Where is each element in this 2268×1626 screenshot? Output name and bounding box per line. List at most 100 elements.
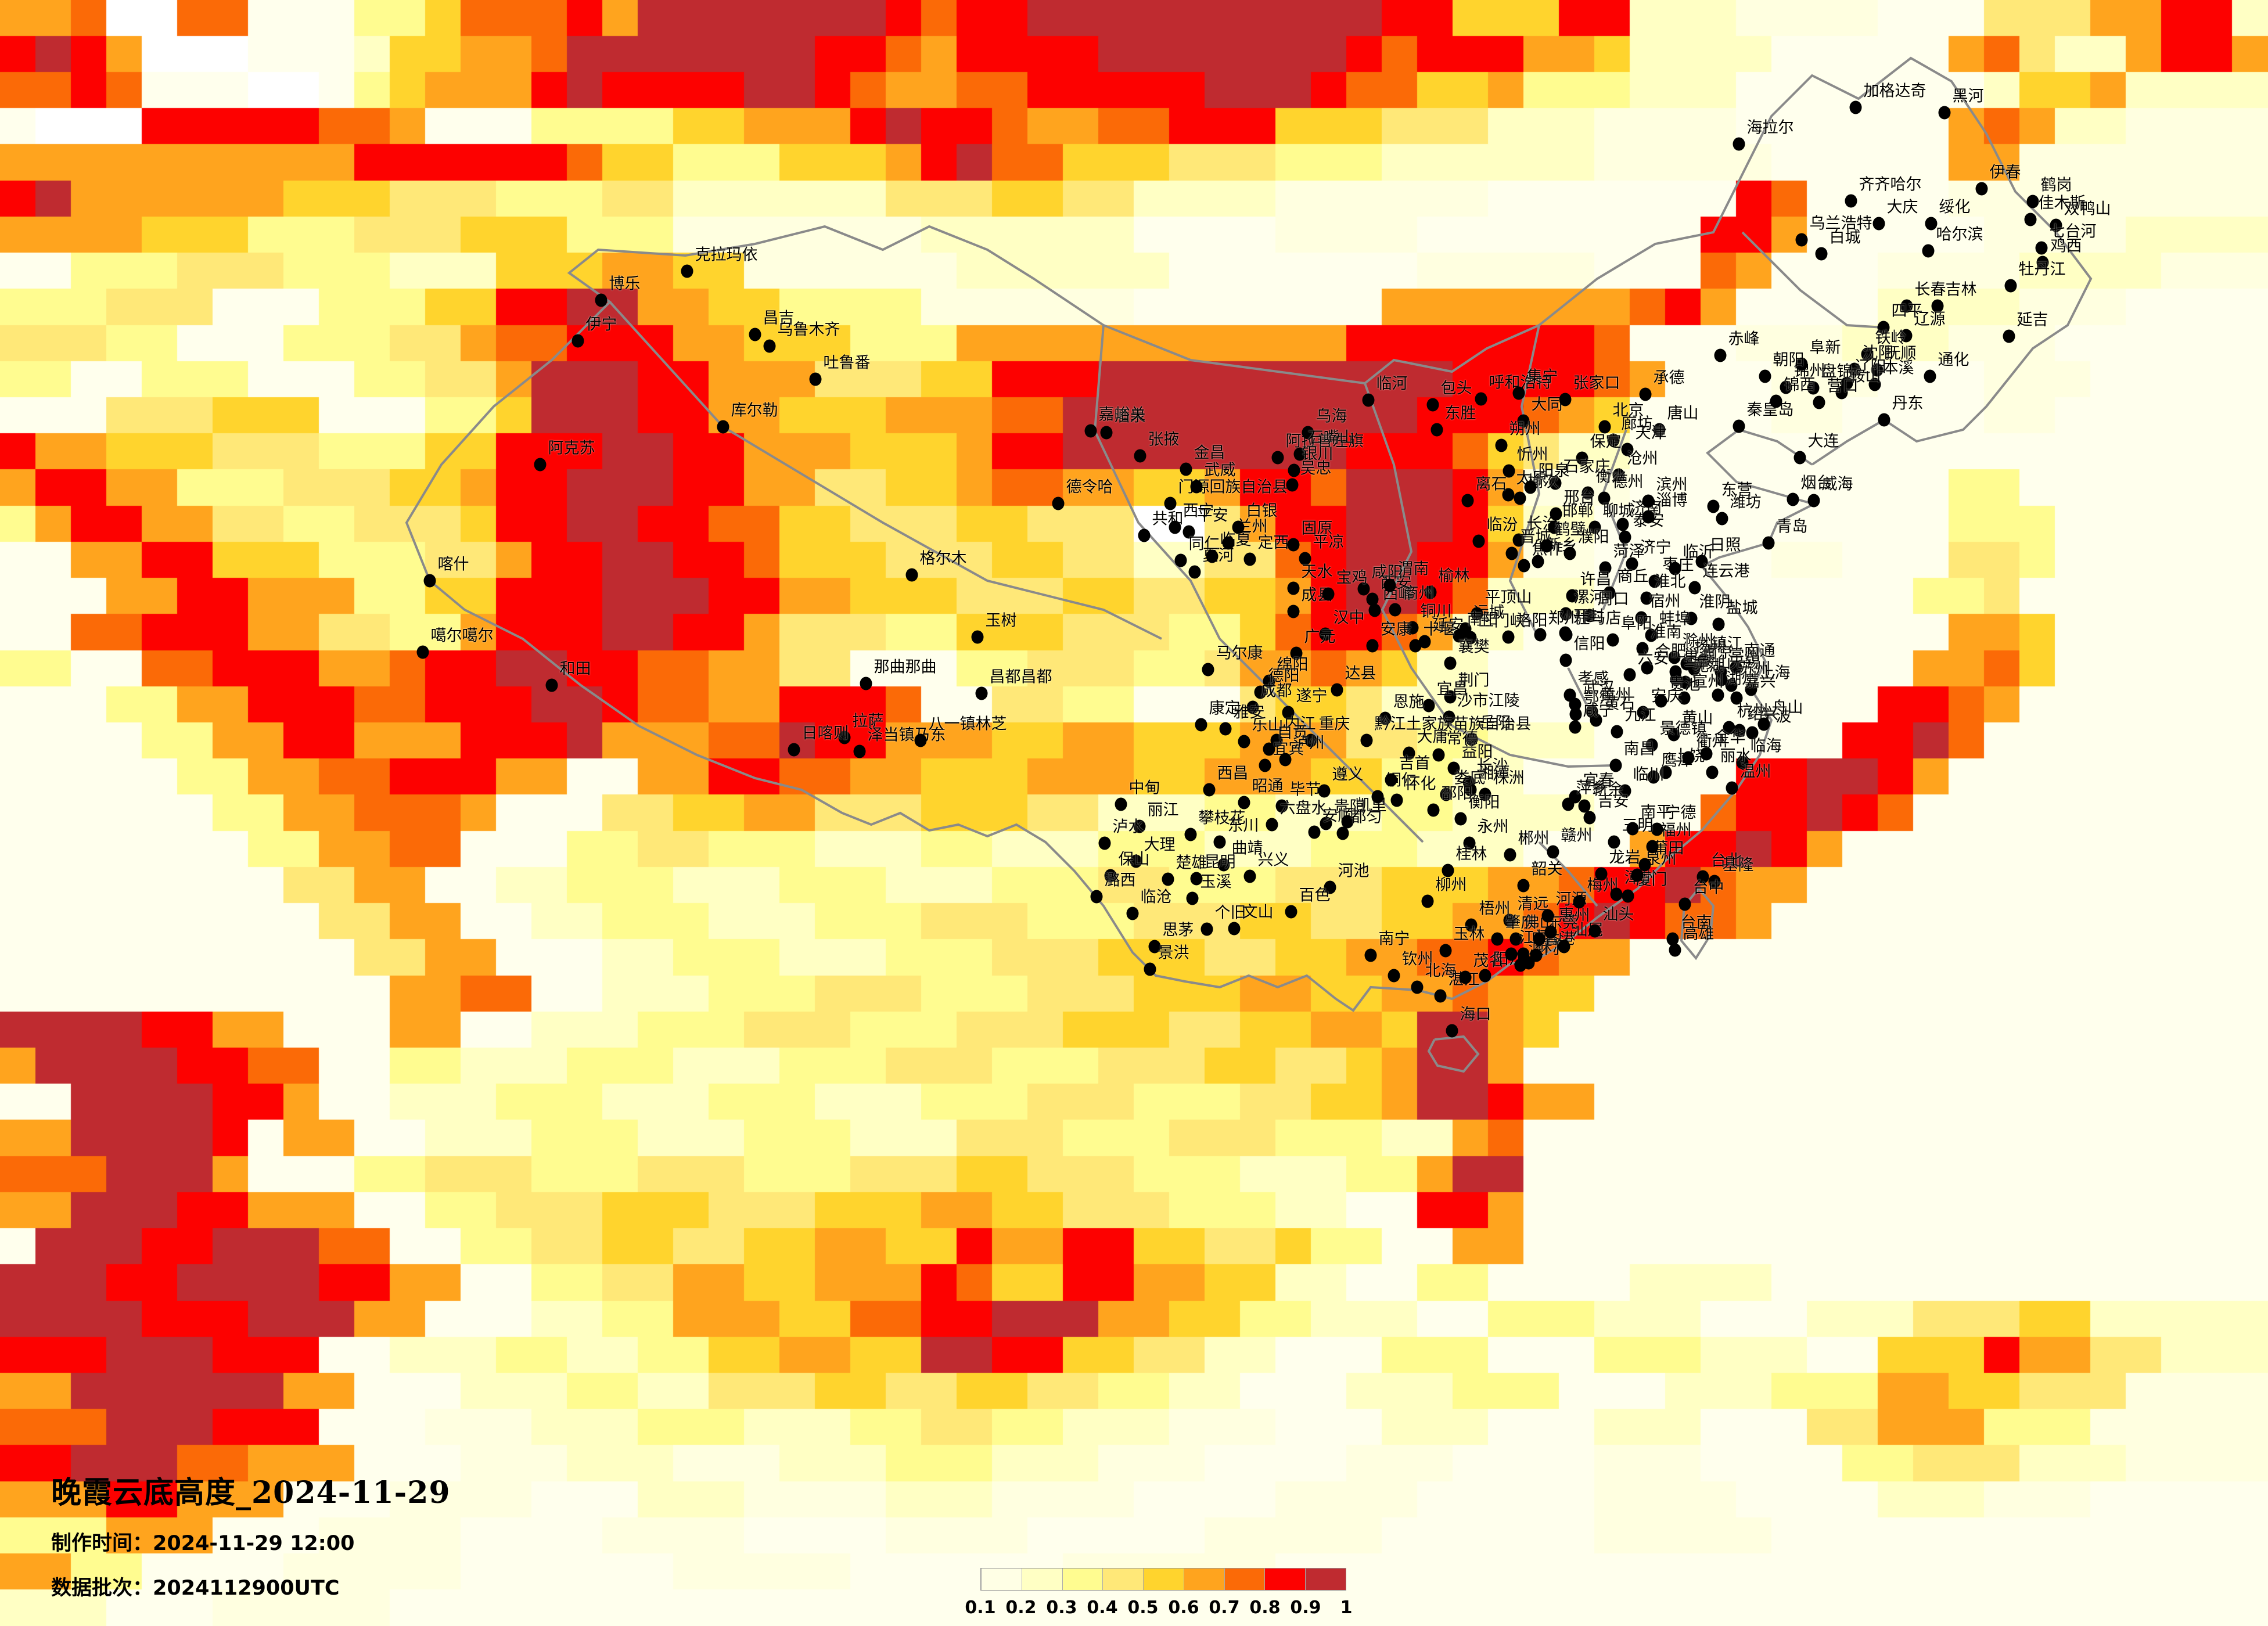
city-marker: 昭通 <box>1238 779 1284 810</box>
city-marker: 阜阳 <box>1606 616 1652 647</box>
city-label: 辽源 <box>1914 310 1946 329</box>
city-marker: 杭州 <box>1723 704 1769 735</box>
city-label: 昌吉 <box>763 309 795 328</box>
city-marker: 河源 <box>1541 892 1587 923</box>
city-dot-icon <box>1206 549 1219 563</box>
city-dot-icon <box>1190 480 1203 494</box>
city-dot-icon <box>1559 653 1572 667</box>
city-label: 洛阳 <box>1516 611 1548 630</box>
city-dot-icon <box>1609 758 1622 772</box>
city-label: 乐山 <box>1252 716 1284 735</box>
city-label: 天水 <box>1301 563 1333 581</box>
city-marker: 吐鲁番 <box>809 355 871 386</box>
city-dot-icon <box>763 339 776 353</box>
city-label: 肇庆 <box>1505 913 1537 932</box>
city-dot-icon <box>1319 627 1332 641</box>
city-dot-icon <box>1845 194 1857 208</box>
city-marker: 黄山 <box>1667 711 1713 742</box>
city-marker: 乌兰浩特 <box>1795 216 1872 247</box>
city-marker: 龙岩 <box>1595 850 1641 881</box>
city-marker: 连云港 <box>1688 564 1750 595</box>
city-dot-icon <box>1608 835 1620 849</box>
city-label: 渭南 <box>1397 560 1429 578</box>
city-label: 长春 <box>1914 280 1946 299</box>
city-marker: 盘锦 <box>1807 364 1853 395</box>
city-dot-icon <box>1723 721 1735 735</box>
city-marker: 黔江土家族苗族自治县 <box>1360 717 1532 747</box>
city-marker: 成都 <box>1246 684 1292 714</box>
city-marker: 榆林 <box>1424 569 1470 599</box>
city-label: 镇江 <box>1711 635 1743 653</box>
city-dot-icon <box>1512 533 1525 547</box>
city-label: 宣州 <box>1692 672 1724 691</box>
city-label: 保定 <box>1590 433 1622 451</box>
city-marker: 吉安 <box>1583 794 1629 825</box>
city-marker: 德令哈 <box>1052 480 1113 510</box>
city-dot-icon <box>1388 969 1400 983</box>
city-marker: 惠州 <box>1544 908 1590 939</box>
city-label: 岳阳 <box>1479 714 1511 732</box>
city-label: 周口 <box>1597 590 1629 609</box>
city-dot-icon <box>1505 546 1518 560</box>
city-dot-icon <box>1364 948 1377 962</box>
city-marker: 三明 <box>1608 818 1654 849</box>
city-marker: 泸水 <box>1098 819 1144 850</box>
city-dot-icon <box>1389 603 1401 617</box>
city-dot-icon <box>971 630 984 644</box>
city-label: 阿拉善左旗 <box>1285 432 1364 451</box>
city-marker: 西宁 <box>1169 503 1214 534</box>
city-marker: 七台河 <box>2035 224 2097 255</box>
legend-color-cell <box>1021 1569 1062 1590</box>
city-marker: 秦皇岛 <box>1733 402 1794 433</box>
city-dot-icon <box>1700 747 1713 761</box>
city-dot-icon <box>1514 958 1527 972</box>
city-marker: 清远 <box>1503 897 1549 927</box>
city-marker: 吉林 <box>1931 282 1977 313</box>
city-dot-icon <box>1385 773 1397 787</box>
city-dot-icon <box>1645 628 1658 642</box>
city-marker: 伊春 <box>1975 165 2021 196</box>
city-dot-icon <box>1707 499 1720 513</box>
city-marker: 安顺 <box>1308 808 1354 839</box>
city-marker: 赤峰 <box>1714 332 1760 362</box>
city-label: 柳州 <box>1435 876 1467 894</box>
city-label: 昌都昌都 <box>989 668 1052 686</box>
city-dot-icon <box>1648 574 1661 588</box>
city-marker: 襄樊 <box>1444 639 1490 670</box>
city-dot-icon <box>1403 746 1415 760</box>
city-dot-icon <box>1759 369 1771 383</box>
city-dot-icon <box>1322 587 1335 601</box>
city-dot-icon <box>1318 784 1331 798</box>
city-label: 通化 <box>1938 351 1969 369</box>
city-dot-icon <box>1188 565 1201 579</box>
city-marker: 昌吉 <box>749 311 795 341</box>
city-marker: 加格达奇 <box>1849 84 1926 114</box>
city-dot-icon <box>1464 783 1477 797</box>
city-label: 临沧 <box>1140 888 1172 906</box>
city-dot-icon <box>1746 726 1759 740</box>
city-label: 酒泉 <box>1114 407 1146 426</box>
city-label: 威海 <box>1821 475 1853 494</box>
city-dot-icon <box>1472 534 1485 548</box>
city-label: 宁德 <box>1665 804 1696 822</box>
city-label: 六盘水 <box>1279 799 1327 818</box>
city-marker: 固原 <box>1287 521 1333 552</box>
city-label: 海口 <box>1460 1005 1491 1024</box>
city-dot-icon <box>1331 683 1343 697</box>
city-label: 忻州 <box>1516 445 1548 464</box>
city-marker: 临河 <box>1362 376 1408 407</box>
city-dot-icon <box>1559 626 1572 640</box>
city-dot-icon <box>1679 675 1692 689</box>
city-marker: 菏泽 <box>1599 544 1645 575</box>
city-marker: 武威 <box>1190 463 1236 494</box>
city-marker: 忻州 <box>1503 447 1548 478</box>
city-marker: 湘潭 <box>1464 766 1510 797</box>
city-label: 合肥 <box>1655 642 1687 661</box>
city-marker: 沈阳 <box>1848 346 1894 376</box>
city-label: 曲靖 <box>1231 839 1263 858</box>
city-dot-icon <box>1246 700 1259 714</box>
city-label: 康定 <box>1209 699 1241 718</box>
city-marker: 平顶山 <box>1471 590 1532 621</box>
city-dot-icon <box>1714 348 1727 362</box>
city-dot-icon <box>1454 812 1467 826</box>
